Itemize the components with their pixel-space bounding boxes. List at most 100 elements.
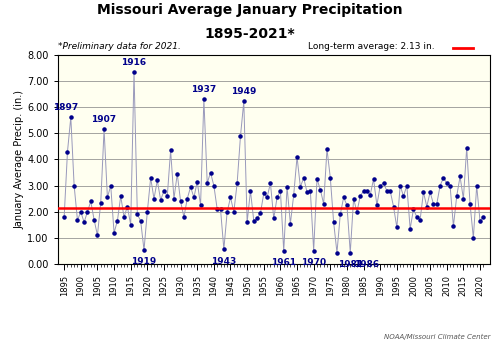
- Point: [130, 70, 138, 75]
- Point: [403, 183, 411, 188]
- Point: [104, 195, 112, 200]
- Point: [243, 220, 251, 225]
- Point: [240, 99, 248, 104]
- Point: [67, 114, 75, 120]
- Point: [420, 189, 428, 195]
- Point: [386, 188, 394, 193]
- Point: [410, 206, 418, 212]
- Point: [146, 175, 154, 180]
- Point: [176, 199, 184, 204]
- Text: 1919: 1919: [132, 257, 156, 266]
- Point: [472, 183, 480, 188]
- Point: [216, 206, 224, 212]
- Point: [256, 210, 264, 216]
- Point: [280, 248, 287, 254]
- Point: [430, 201, 438, 207]
- Text: 1897: 1897: [53, 103, 78, 112]
- Point: [426, 189, 434, 195]
- Point: [363, 188, 371, 193]
- Point: [316, 187, 324, 192]
- Point: [442, 180, 450, 186]
- Point: [356, 193, 364, 199]
- Point: [226, 195, 234, 200]
- Point: [466, 201, 474, 207]
- Point: [346, 250, 354, 255]
- Point: [376, 183, 384, 188]
- Point: [206, 170, 214, 175]
- Point: [293, 154, 301, 159]
- Point: [283, 184, 291, 190]
- Point: [144, 209, 152, 215]
- Point: [134, 212, 141, 217]
- Point: [380, 180, 388, 186]
- Point: [276, 188, 284, 193]
- Point: [373, 202, 381, 208]
- Point: [296, 184, 304, 190]
- Point: [310, 248, 318, 253]
- Text: 1907: 1907: [92, 115, 116, 124]
- Point: [213, 206, 221, 212]
- Point: [333, 250, 341, 255]
- Point: [270, 216, 278, 221]
- Point: [326, 175, 334, 180]
- Text: 1895-2021*: 1895-2021*: [204, 27, 296, 42]
- Point: [273, 195, 281, 200]
- Point: [136, 218, 144, 224]
- Point: [84, 209, 92, 215]
- Point: [300, 175, 308, 180]
- Point: [290, 192, 298, 198]
- Point: [114, 218, 122, 224]
- Point: [90, 217, 98, 222]
- Point: [396, 183, 404, 188]
- Point: [452, 193, 460, 199]
- Point: [160, 188, 168, 193]
- Point: [400, 193, 407, 199]
- Point: [196, 202, 204, 208]
- Point: [223, 209, 231, 215]
- Text: 1970: 1970: [301, 258, 326, 267]
- Point: [323, 146, 331, 152]
- Point: [150, 196, 158, 201]
- Point: [470, 235, 478, 241]
- Point: [174, 171, 182, 177]
- Point: [100, 127, 108, 132]
- Point: [124, 204, 132, 209]
- Point: [456, 174, 464, 179]
- Point: [286, 221, 294, 226]
- Point: [303, 189, 311, 195]
- Point: [96, 200, 104, 205]
- Point: [440, 175, 448, 180]
- Point: [250, 218, 258, 224]
- Point: [180, 214, 188, 220]
- Point: [193, 179, 201, 185]
- Point: [230, 209, 238, 215]
- Point: [106, 183, 114, 188]
- Point: [450, 223, 458, 229]
- Point: [433, 201, 441, 207]
- Point: [446, 183, 454, 188]
- Point: [406, 226, 414, 232]
- Point: [64, 149, 72, 154]
- Point: [476, 218, 484, 224]
- Point: [390, 204, 398, 209]
- Point: [260, 191, 268, 196]
- Point: [370, 176, 378, 182]
- Text: 1949: 1949: [231, 87, 256, 96]
- Text: 1943: 1943: [211, 257, 236, 265]
- Text: 1961: 1961: [271, 258, 296, 267]
- Point: [236, 133, 244, 139]
- Point: [320, 201, 328, 207]
- Point: [126, 222, 134, 228]
- Point: [266, 180, 274, 186]
- Point: [190, 195, 198, 200]
- Text: 1986: 1986: [354, 260, 380, 269]
- Point: [203, 180, 211, 186]
- Point: [353, 209, 361, 215]
- Point: [87, 199, 95, 204]
- Point: [154, 178, 162, 183]
- Point: [200, 96, 208, 102]
- Point: [170, 196, 178, 201]
- Point: [233, 180, 241, 186]
- Point: [343, 202, 351, 208]
- Point: [140, 247, 148, 253]
